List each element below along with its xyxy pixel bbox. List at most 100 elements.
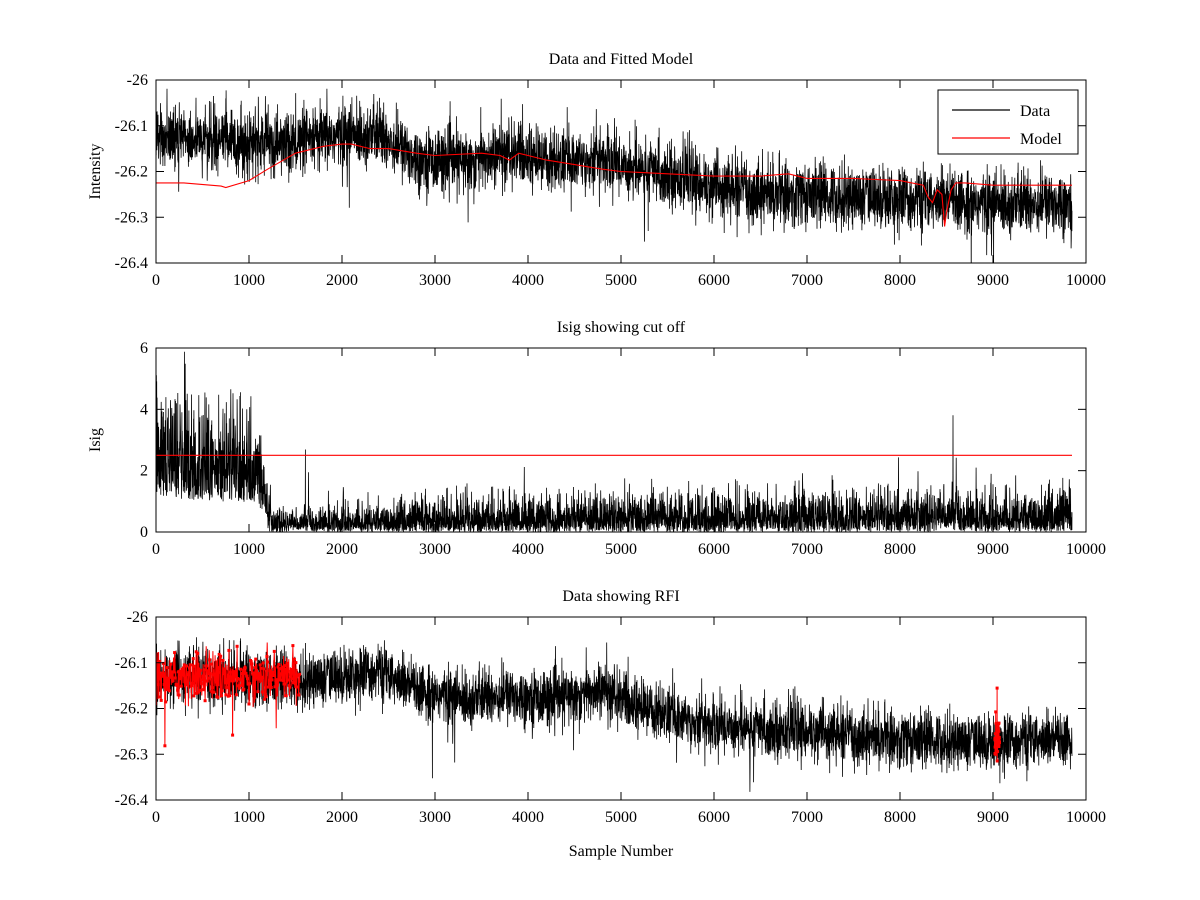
flagged-point: [994, 752, 998, 756]
flagged-point: [225, 681, 229, 685]
flagged-point: [250, 662, 254, 666]
flagged-point: [163, 744, 167, 748]
flagged-point: [234, 670, 238, 674]
flagged-point: [161, 661, 165, 665]
x-tick-label: 1000: [233, 272, 265, 289]
flagged-point: [188, 666, 191, 670]
flagged-point: [217, 670, 220, 674]
flagged-point: [271, 671, 275, 674]
flagged-point: [194, 650, 198, 654]
plot-area: [156, 637, 1073, 792]
flagged-point: [995, 686, 999, 690]
flagged-point: [260, 679, 264, 683]
flagged-point: [252, 673, 256, 677]
flagged-point: [211, 686, 214, 690]
series-line-1: [156, 143, 1072, 227]
flagged-point: [164, 700, 168, 704]
flagged-point: [214, 680, 218, 684]
flagged-point: [993, 732, 997, 736]
y-tick-label: -26: [127, 609, 148, 626]
flagged-line-0: [156, 642, 301, 746]
flagged-point: [238, 677, 242, 681]
flagged-point: [166, 685, 170, 689]
legend-label-data: Data: [1020, 103, 1050, 120]
flagged-point: [222, 668, 226, 672]
flagged-point: [185, 682, 189, 686]
x-tick-label: 6000: [698, 272, 730, 289]
x-tick-label: 2000: [326, 272, 358, 289]
flagged-point: [175, 683, 179, 687]
y-tick-label: -26.1: [115, 655, 148, 672]
flagged-point: [293, 682, 297, 686]
flagged-point: [994, 740, 998, 744]
x-tick-label: 8000: [884, 541, 916, 558]
flagged-point: [219, 654, 223, 658]
x-tick-label: 10000: [1066, 541, 1106, 558]
x-tick-label: 9000: [977, 272, 1009, 289]
plot-area: [156, 351, 1073, 532]
x-tick-label: 1000: [233, 809, 265, 826]
x-tick-label: 7000: [791, 272, 823, 289]
flagged-point: [997, 729, 1001, 733]
flagged-point: [263, 697, 267, 701]
flagged-point: [231, 733, 235, 737]
flagged-point: [191, 657, 195, 661]
flagged-point: [281, 665, 284, 669]
flagged-point: [282, 682, 286, 686]
flagged-point: [212, 690, 216, 694]
flagged-point: [240, 672, 244, 675]
flagged-point: [998, 740, 1001, 744]
flagged-point: [224, 693, 228, 697]
flagged-point: [231, 679, 235, 683]
flagged-point: [170, 676, 174, 680]
flagged-point: [234, 693, 238, 697]
flagged-point: [266, 660, 270, 664]
flagged-point: [235, 644, 239, 648]
x-tick-label: 0: [152, 272, 160, 289]
flagged-point: [196, 690, 200, 694]
flagged-point: [205, 679, 209, 683]
axes-box: [155, 347, 1087, 533]
y-tick-label: -26.2: [115, 164, 148, 181]
flagged-point: [202, 688, 206, 692]
flagged-point: [157, 695, 161, 699]
flagged-point: [182, 666, 185, 670]
flagged-point: [298, 672, 302, 676]
flagged-point: [287, 684, 291, 688]
flagged-point: [291, 644, 295, 648]
flagged-point: [278, 678, 282, 682]
plot-area: [156, 88, 1073, 263]
x-tick-label: 9000: [977, 541, 1009, 558]
flagged-point: [242, 687, 246, 691]
flagged-point: [292, 657, 296, 661]
flagged-point: [258, 663, 262, 667]
flagged-point: [997, 735, 1001, 739]
flagged-point: [229, 676, 233, 680]
flagged-point: [171, 679, 175, 683]
y-tick-label: -26.3: [115, 209, 148, 226]
flagged-point: [186, 673, 190, 677]
flagged-point: [295, 685, 299, 689]
flagged-point: [290, 677, 294, 681]
flagged-point: [284, 694, 288, 698]
flagged-point: [187, 671, 191, 675]
chart-bottom: 0 1000 2000 3000 4000 5000 6000 7000 8000 9000 100…: [115, 588, 1106, 860]
flagged-point: [173, 676, 177, 680]
flagged-point: [252, 671, 255, 675]
flagged-point: [228, 670, 232, 674]
flagged-point: [160, 671, 164, 675]
flagged-point: [247, 702, 251, 706]
flagged-point: [232, 677, 236, 681]
flagged-point: [206, 676, 210, 680]
flagged-point: [254, 657, 258, 661]
flagged-point: [253, 665, 257, 669]
x-tick-label: 7000: [791, 809, 823, 826]
flagged-point: [272, 649, 276, 653]
y-tick-label: -26.3: [115, 746, 148, 763]
x-tick-label: 10000: [1066, 272, 1106, 289]
chart-title: Data and Fitted Model: [549, 51, 694, 68]
x-tick-label: 6000: [698, 809, 730, 826]
flagged-point: [248, 682, 252, 686]
flagged-point: [286, 678, 290, 682]
x-axis-label: Sample Number: [569, 843, 674, 860]
